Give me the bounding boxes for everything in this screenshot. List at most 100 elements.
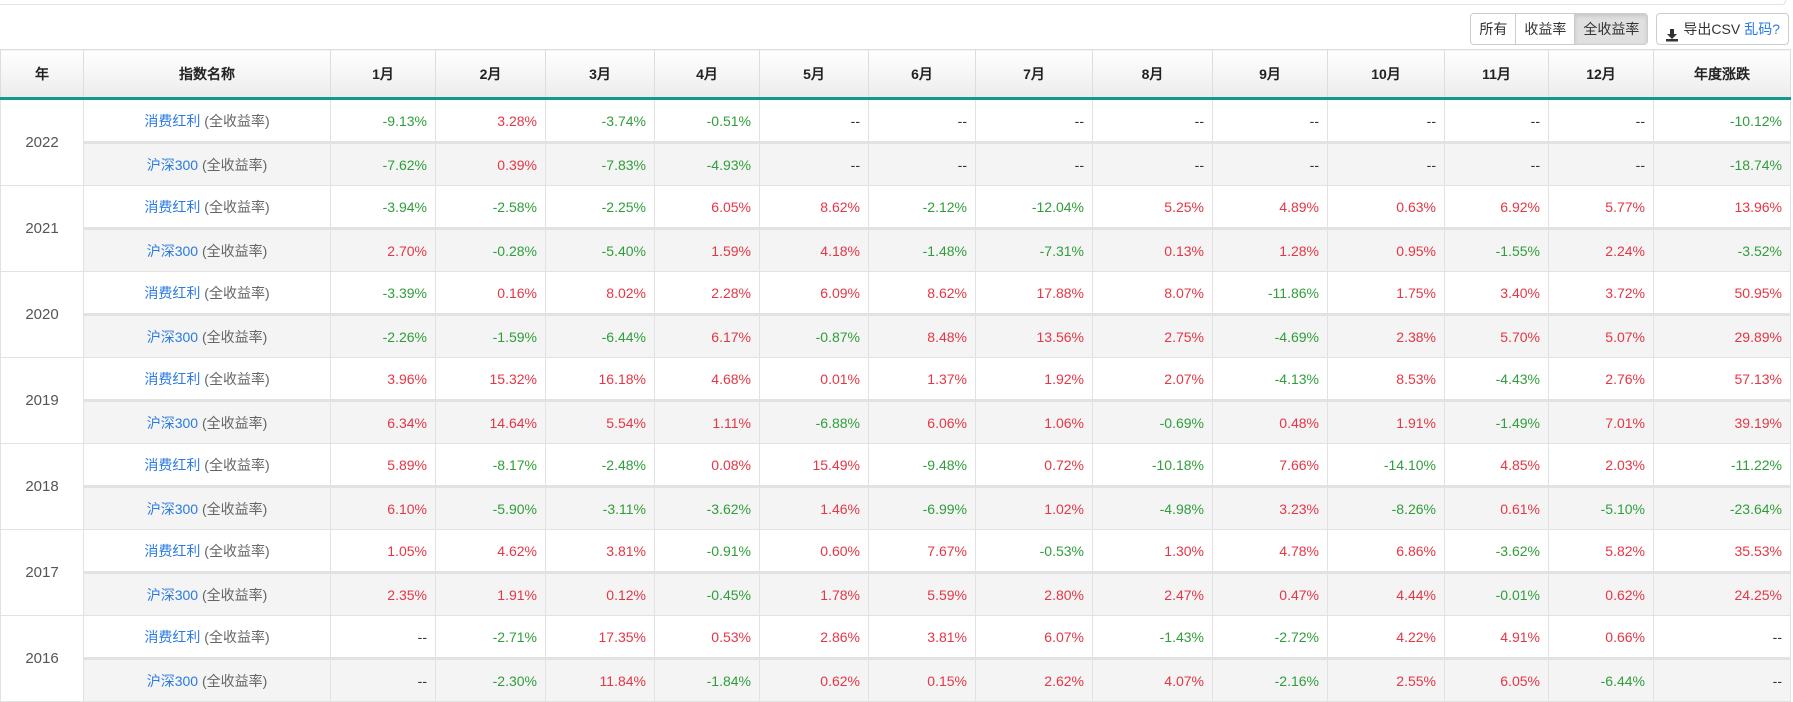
index-link[interactable]: 消费红利 <box>144 370 201 387</box>
index-link[interactable]: 沪深300 <box>146 242 199 259</box>
monthly-return-cell: 0.53% <box>654 615 760 659</box>
index-link[interactable]: 沪深300 <box>146 672 199 689</box>
annual-return-cell: -- <box>1653 657 1791 702</box>
table-header-row: 年指数名称 1月 2月 3月 4月 5月 6月 7月 8月 9月 10月 11月 12月 年度涨跌 <box>0 49 1791 100</box>
monthly-return-cell: 5.59% <box>868 571 976 616</box>
index-name-cell: 沪深300 (全收益率) <box>83 399 331 444</box>
filter-return-button[interactable]: 收益率 <box>1516 14 1576 44</box>
year-cell: 2022 <box>0 98 84 186</box>
monthly-return-cell: 3.72% <box>1548 271 1654 315</box>
monthly-return-cell: -5.90% <box>435 485 546 530</box>
monthly-return-cell: -3.74% <box>545 98 655 143</box>
index-link[interactable]: 消费红利 <box>144 198 201 215</box>
monthly-return-cell: 2.80% <box>975 571 1093 616</box>
monthly-return-cell: -11.86% <box>1212 271 1328 315</box>
garbled-text-help-link[interactable]: 乱码? <box>1744 21 1780 37</box>
return-type-label: (全收益率) <box>204 456 270 473</box>
monthly-return-cell: 6.09% <box>759 271 869 315</box>
index-link[interactable]: 沪深300 <box>146 156 199 173</box>
table-row: 2016 消费红利 (全收益率) -- -2.71% 17.35% 0.53% 2.86% 3… <box>0 615 1791 702</box>
return-type-label: (全收益率) <box>201 586 268 603</box>
index-name-cell: 沪深300 (全收益率) <box>83 141 331 186</box>
top-panel-border <box>0 0 1786 5</box>
annual-return-cell: -10.12% <box>1653 98 1791 143</box>
monthly-return-cell: 3.81% <box>545 529 655 573</box>
index-link[interactable]: 沪深300 <box>146 328 199 345</box>
column-header: 年 <box>0 49 84 100</box>
table-row: 沪深300 (全收益率) -- -2.30% 11.84% -1.84% 0.62% 0.1… <box>1 657 1791 702</box>
table-row: 沪深300 (全收益率) 6.10% -5.90% -3.11% -3.62% 1.46%… <box>1 485 1791 530</box>
monthly-return-cell: 6.05% <box>1444 657 1549 702</box>
monthly-return-cell: -14.10% <box>1327 443 1445 487</box>
monthly-return-cell: 6.06% <box>868 399 976 444</box>
monthly-return-cell: 2.62% <box>975 657 1093 702</box>
monthly-return-cell: 0.66% <box>1548 615 1654 659</box>
monthly-return-cell: 2.28% <box>654 271 760 315</box>
index-link[interactable]: 沪深300 <box>146 500 199 517</box>
monthly-return-cell: -6.88% <box>759 399 869 444</box>
monthly-return-cell: -2.26% <box>330 313 436 358</box>
index-link[interactable]: 沪深300 <box>146 414 199 431</box>
monthly-return-cell: 0.39% <box>435 141 546 186</box>
monthly-return-cell: -7.62% <box>330 141 436 186</box>
index-link[interactable]: 消费红利 <box>144 542 201 559</box>
annual-return-cell: 29.89% <box>1653 313 1791 358</box>
column-header: 指数名称 <box>83 49 331 100</box>
monthly-return-cell: 1.91% <box>435 571 546 616</box>
index-name-cell: 沪深300 (全收益率) <box>83 313 331 358</box>
monthly-return-cell: 1.92% <box>975 357 1093 401</box>
monthly-return-cell: 1.02% <box>975 485 1093 530</box>
monthly-return-cell: -0.45% <box>654 571 760 616</box>
monthly-return-cell: 6.92% <box>1444 185 1549 229</box>
table-row: 2020 消费红利 (全收益率) -3.39% 0.16% 8.02% 2.28% 6.09… <box>0 271 1791 358</box>
return-type-filter: 所有 收益率 全收益率 <box>1470 13 1649 45</box>
annual-return-cell: -18.74% <box>1653 141 1791 186</box>
monthly-return-cell: -- <box>975 141 1093 186</box>
monthly-return-cell: 0.16% <box>435 271 546 315</box>
column-header: 2月 <box>435 49 546 100</box>
monthly-return-cell: 4.07% <box>1092 657 1213 702</box>
column-header: 7月 <box>975 49 1093 100</box>
monthly-return-cell: -1.49% <box>1444 399 1549 444</box>
monthly-return-cell: 6.07% <box>975 615 1093 659</box>
monthly-return-cell: 1.59% <box>654 227 760 272</box>
monthly-return-cell: 4.89% <box>1212 185 1328 229</box>
monthly-return-cell: -3.39% <box>330 271 436 315</box>
index-name-cell: 消费红利 (全收益率) <box>83 271 331 315</box>
monthly-return-cell: -0.51% <box>654 98 760 143</box>
monthly-return-cell: -0.87% <box>759 313 869 358</box>
annual-return-cell: 57.13% <box>1653 357 1791 401</box>
monthly-return-cell: 1.46% <box>759 485 869 530</box>
monthly-return-cell: -9.48% <box>868 443 976 487</box>
index-link[interactable]: 消费红利 <box>144 284 201 301</box>
export-csv-button[interactable]: 导出CSV 乱码? <box>1656 13 1789 45</box>
index-link[interactable]: 消费红利 <box>144 628 201 645</box>
return-type-label: (全收益率) <box>201 328 268 345</box>
monthly-return-cell: 2.35% <box>330 571 436 616</box>
monthly-return-cell: 4.85% <box>1444 443 1549 487</box>
monthly-return-cell: 7.67% <box>868 529 976 573</box>
annual-return-cell: 24.25% <box>1653 571 1791 616</box>
monthly-return-cell: 4.91% <box>1444 615 1549 659</box>
monthly-return-cell: -8.17% <box>435 443 546 487</box>
monthly-return-cell: -5.10% <box>1548 485 1654 530</box>
index-link[interactable]: 消费红利 <box>144 112 201 129</box>
monthly-return-cell: 3.81% <box>868 615 976 659</box>
index-link[interactable]: 消费红利 <box>144 456 201 473</box>
column-header: 9月 <box>1212 49 1328 100</box>
monthly-return-cell: 5.89% <box>330 443 436 487</box>
monthly-return-cell: 3.96% <box>330 357 436 401</box>
annual-return-cell: 35.53% <box>1653 529 1791 573</box>
monthly-return-cell: -4.13% <box>1212 357 1328 401</box>
monthly-return-cell: 13.56% <box>975 313 1093 358</box>
filter-total-return-button[interactable]: 全收益率 <box>1575 14 1648 44</box>
filter-all-button[interactable]: 所有 <box>1471 14 1517 44</box>
monthly-return-cell: -12.04% <box>975 185 1093 229</box>
index-link[interactable]: 沪深300 <box>146 586 199 603</box>
monthly-return-cell: -- <box>868 98 976 143</box>
monthly-return-cell: 2.07% <box>1092 357 1213 401</box>
monthly-return-cell: -1.84% <box>654 657 760 702</box>
monthly-return-cell: -0.69% <box>1092 399 1213 444</box>
monthly-return-cell: 1.28% <box>1212 227 1328 272</box>
monthly-return-cell: -4.93% <box>654 141 760 186</box>
